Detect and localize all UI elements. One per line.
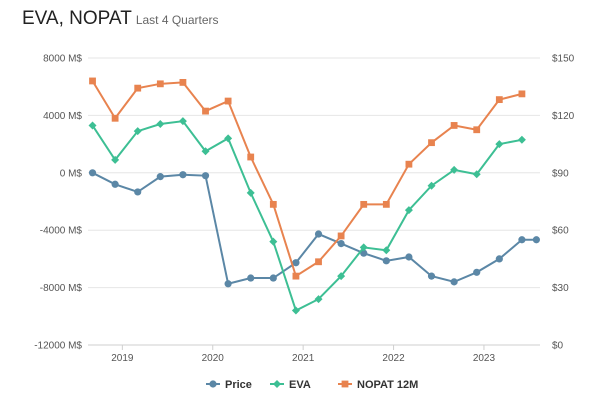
nopat-12m-point: [134, 84, 142, 92]
y-right-tick-label: $30: [552, 283, 569, 294]
price-point: [314, 230, 323, 238]
y-left-tick-label: -4000 M$: [40, 226, 83, 237]
eva-point: [269, 237, 278, 246]
legend-marker-eva: [273, 380, 281, 388]
chart-subtitle: Last 4 Quarters: [135, 13, 219, 27]
y-right-tick-label: $150: [552, 54, 575, 65]
price-point: [495, 255, 503, 263]
y-right-tick-label: $0: [552, 341, 564, 352]
price-point: [111, 180, 119, 188]
y-right-tick-label: $120: [552, 111, 575, 122]
nopat-12m-point: [247, 153, 255, 161]
eva-point: [359, 243, 368, 252]
price-point: [382, 257, 390, 265]
nopat-12m-point: [269, 200, 277, 208]
price-point: [134, 188, 142, 196]
price-point: [360, 249, 368, 257]
eva-point: [133, 127, 142, 136]
price-point: [518, 236, 526, 244]
y-right-tick-label: $90: [552, 168, 569, 179]
legend-marker-nopat-12m: [341, 380, 349, 388]
nopat-12m-point: [111, 114, 119, 122]
nopat-12m-point: [89, 77, 96, 85]
y-left-tick-label: 4000 M$: [43, 111, 82, 122]
eva-point: [314, 295, 323, 304]
nopat-12m-point: [450, 122, 458, 129]
eva-point: [404, 206, 413, 215]
y-left-tick-label: -12000 M$: [34, 341, 82, 352]
nopat-12m-point: [518, 90, 526, 98]
legend-label-nopat-12m: NOPAT 12M: [357, 379, 418, 391]
price-point: [473, 268, 481, 276]
price-point: [179, 171, 187, 179]
x-tick-label: 2022: [382, 353, 405, 364]
nopat-12m-point: [224, 97, 232, 105]
legend-label-price: Price: [225, 379, 252, 391]
y-left-tick-label: -8000 M$: [40, 283, 83, 294]
legend-marker-price: [209, 380, 217, 388]
price-point: [269, 274, 277, 282]
nopat-12m-point: [179, 78, 187, 86]
price-point: [337, 239, 345, 248]
nopat-12m-point: [473, 126, 481, 134]
price-point: [292, 259, 300, 267]
nopat-12m-point: [315, 258, 322, 266]
eva-point: [178, 117, 187, 126]
eva-point: [472, 170, 481, 179]
price-point: [532, 236, 540, 244]
nopat-12m-point: [495, 96, 503, 104]
price-point: [224, 280, 232, 288]
eva-point: [88, 121, 97, 130]
eva-point: [450, 165, 459, 174]
y-left-tick-label: 0 M$: [60, 168, 83, 179]
eva-point: [291, 306, 300, 315]
price-point: [88, 169, 97, 177]
nopat-12m-point: [292, 272, 300, 280]
eva-point: [156, 120, 165, 129]
eva-point: [201, 147, 210, 156]
nopat-12m-line: [91, 80, 523, 278]
nopat-12m-point: [337, 232, 345, 240]
eva-point: [382, 246, 391, 255]
x-tick-label: 2019: [111, 353, 134, 364]
price-point: [247, 274, 255, 282]
price-point: [201, 172, 210, 180]
nopat-12m-point: [360, 200, 368, 208]
price-line: [92, 171, 537, 285]
eva-point: [337, 272, 346, 281]
price-point: [156, 173, 164, 181]
eva-point: [517, 135, 526, 144]
y-left-tick-label: 8000 M$: [43, 54, 82, 65]
nopat-12m-point: [156, 80, 164, 88]
x-tick-label: 2021: [292, 353, 315, 364]
nopat-12m-point: [382, 200, 390, 208]
legend-label-eva: EVA: [289, 379, 311, 391]
chart-title: EVA, NOPAT Last 4 Quarters: [22, 8, 219, 30]
eva-line: [91, 120, 523, 312]
eva-point: [427, 181, 436, 190]
x-tick-label: 2020: [202, 353, 225, 364]
x-tick-label: 2023: [473, 353, 496, 364]
chart-title-text: EVA, NOPAT: [22, 8, 132, 29]
price-point: [405, 253, 413, 261]
eva-point: [224, 134, 233, 143]
price-point: [427, 272, 436, 280]
price-point: [450, 278, 458, 286]
eva-point: [246, 188, 255, 197]
eva-point: [111, 155, 120, 164]
y-right-tick-label: $60: [552, 226, 569, 237]
nopat-12m-point: [405, 160, 413, 168]
eva-point: [495, 140, 504, 149]
nopat-12m-point: [202, 107, 209, 115]
nopat-12m-point: [428, 139, 435, 147]
